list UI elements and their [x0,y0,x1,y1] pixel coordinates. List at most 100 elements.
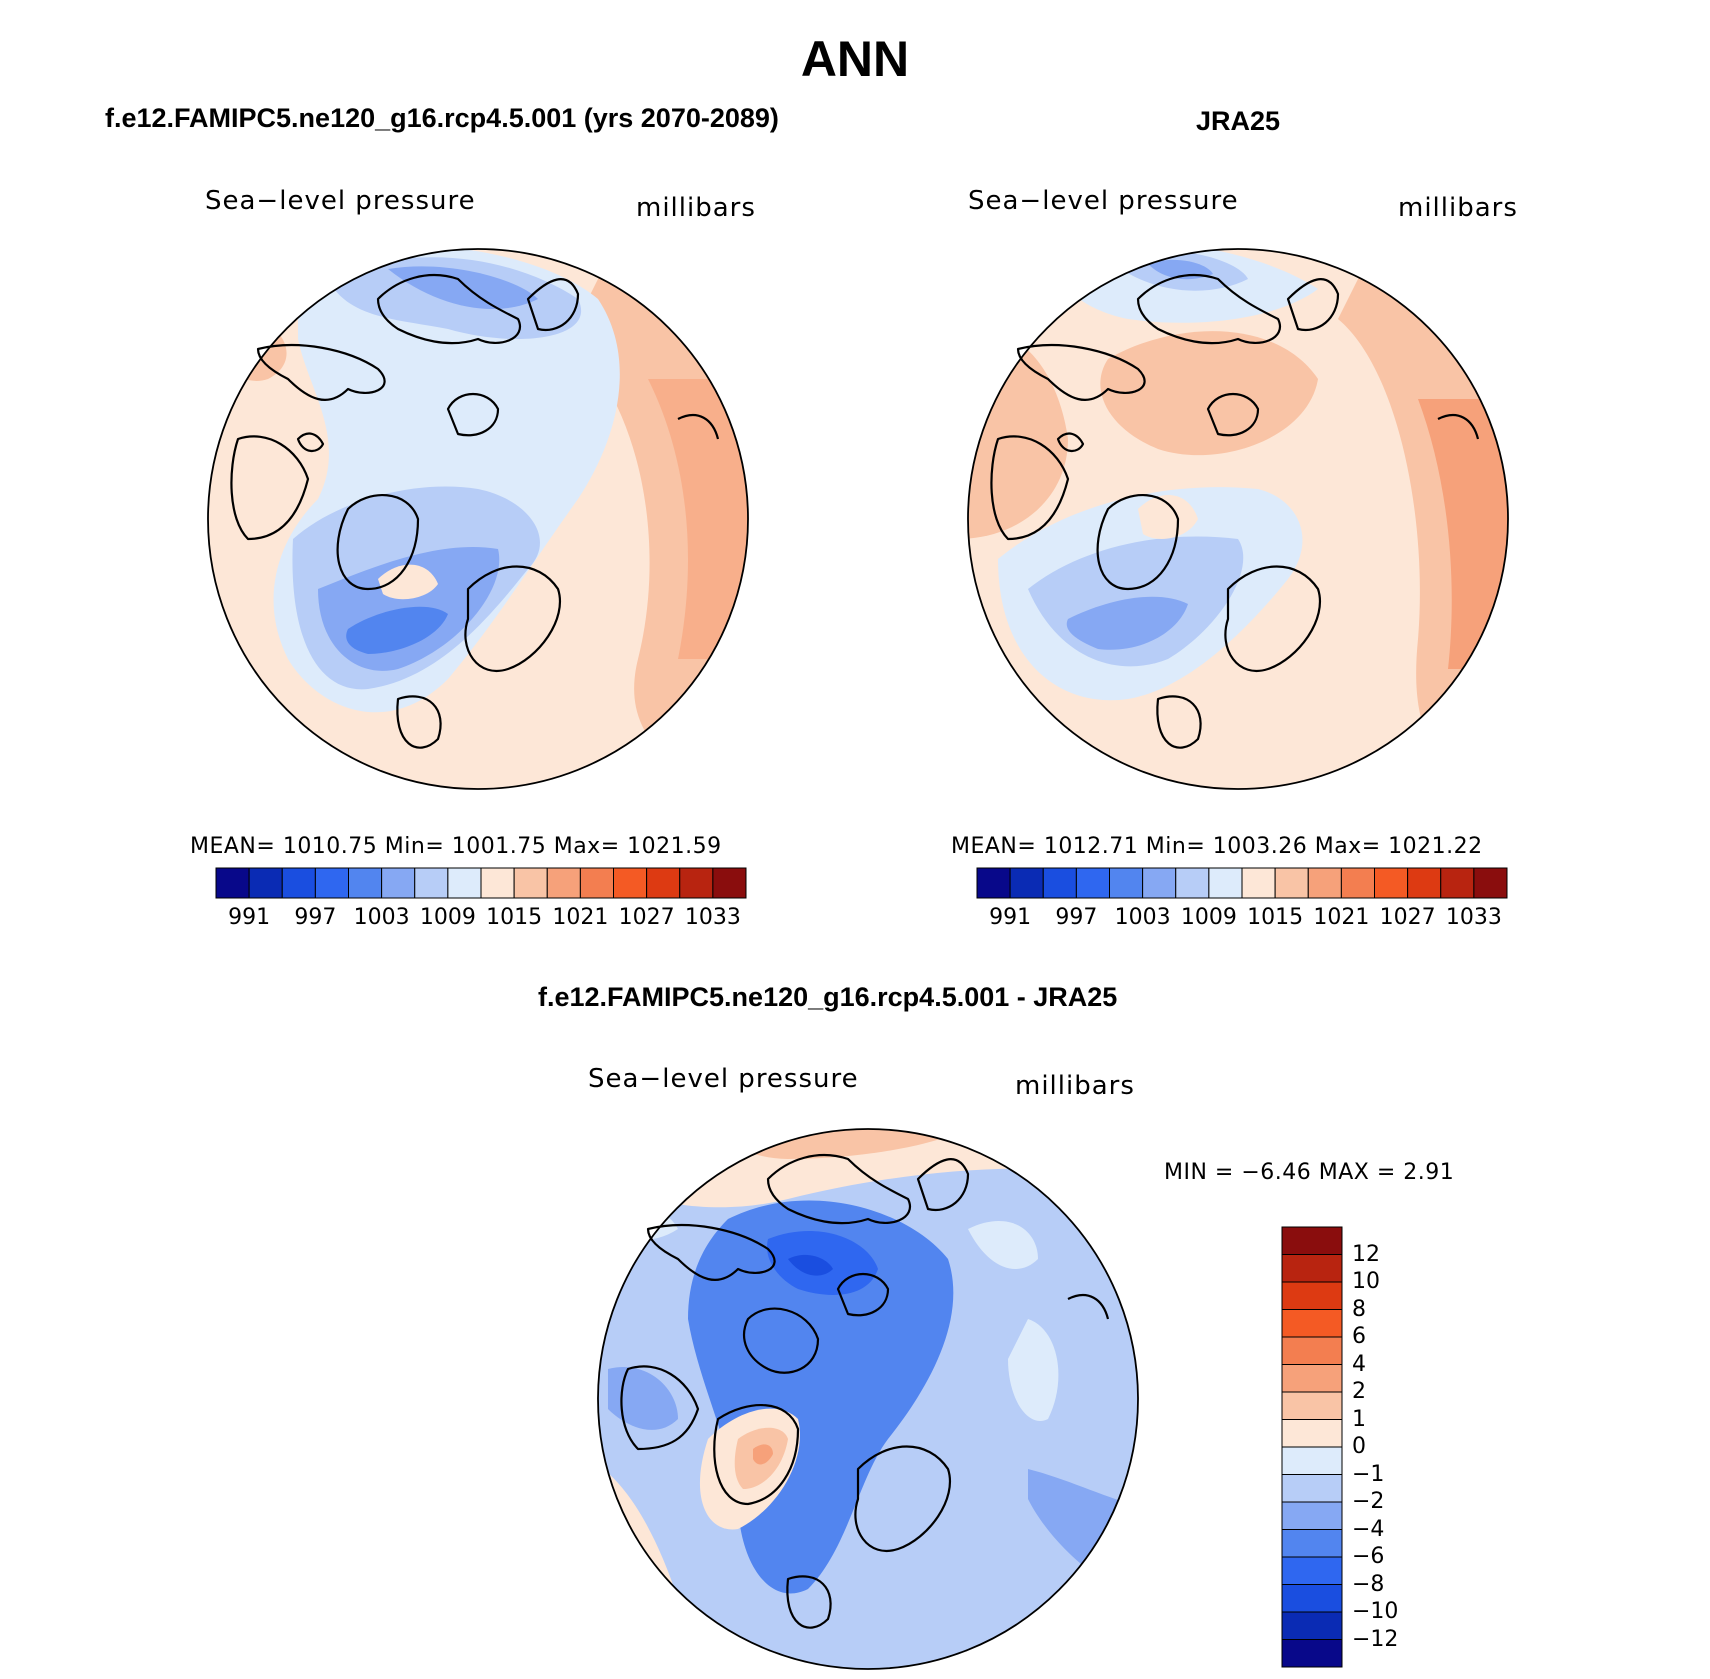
diff-colorbar-swatch [1281,1336,1343,1365]
obs-colorbar-swatch [1208,867,1243,899]
diff-colorbar-swatch [1281,1584,1343,1613]
obs-variable-label: Sea−level pressure [968,186,1239,216]
diff-colorbar-tick-label: −12 [1352,1626,1399,1652]
diff-colorbar-tick-label: 12 [1352,1241,1380,1267]
diff-variable-label: Sea−level pressure [588,1064,859,1094]
model-colorbar-swatch [248,867,283,899]
model-colorbar-tick-label: 1027 [618,905,675,930]
diff-stats: MIN = −6.46 MAX = 2.91 [1164,1160,1455,1185]
model-colorbar-tick-label: 1015 [486,905,543,930]
obs-colorbar-swatch [1142,867,1177,899]
obs-panel-title: JRA25 [1196,106,1281,136]
diff-colorbar-tick-label: 4 [1352,1351,1366,1377]
obs-colorbar-tick-label: 1021 [1313,905,1370,930]
diff-colorbar-swatch [1281,1446,1343,1475]
model-colorbar-tick-label: 991 [228,905,271,930]
diff-colorbar-tick-label: −1 [1352,1461,1385,1487]
obs-polar-map [967,248,1509,790]
model-colorbar-swatch [414,867,449,899]
model-colorbar-tick-label: 1021 [552,905,609,930]
obs-colorbar-swatch [1274,867,1309,899]
obs-colorbar-swatch [1075,867,1110,899]
diff-colorbar-labels: 12 10 8 6 4 2 1 0 −1 −2 −4 −6 −8 −10 −12 [1352,1227,1412,1667]
diff-colorbar-swatch [1281,1419,1343,1448]
diff-colorbar-swatch [1281,1611,1343,1640]
obs-colorbar-swatch [1407,867,1442,899]
diff-colorbar-swatch [1281,1364,1343,1393]
obs-colorbar-tick-label: 1027 [1379,905,1436,930]
model-colorbar-swatch [679,867,714,899]
obs-colorbar-tick-label: 997 [1055,905,1098,930]
model-colorbar-swatch [381,867,416,899]
diff-polar-map [597,1128,1139,1670]
model-colorbar-swatch [281,867,316,899]
model-colorbar-swatch [646,867,681,899]
model-colorbar-tick-label: 1009 [419,905,476,930]
obs-colorbar-tick-label: 1003 [1114,905,1171,930]
obs-colorbar-swatch [1307,867,1342,899]
model-variable-label: Sea−level pressure [205,186,476,216]
model-colorbar-swatch [348,867,383,899]
model-colorbar-swatch [712,867,747,899]
diff-colorbar [1281,1226,1343,1668]
model-colorbar-tick-label: 997 [294,905,337,930]
model-colorbar-tick-label: 1033 [684,905,741,930]
model-units-label: millibars [636,193,756,223]
obs-colorbar-tick-label: 1009 [1180,905,1237,930]
obs-colorbar [976,867,1508,899]
diff-colorbar-swatch [1281,1639,1343,1668]
obs-colorbar-tick-label: 1033 [1445,905,1502,930]
diff-colorbar-tick-label: 10 [1352,1269,1380,1294]
diff-colorbar-tick-label: −2 [1352,1489,1385,1514]
diff-colorbar-tick-label: 1 [1352,1406,1366,1432]
obs-colorbar-swatch [1009,867,1044,899]
model-colorbar-swatch [215,867,250,899]
figure-title: ANN [800,31,910,87]
diff-units-label: millibars [1015,1071,1135,1101]
diff-colorbar-tick-label: −6 [1352,1544,1385,1569]
obs-colorbar-swatch [1175,867,1210,899]
diff-colorbar-tick-label: −8 [1352,1571,1385,1597]
diff-colorbar-swatch [1281,1281,1343,1310]
diff-colorbar-swatch [1281,1474,1343,1503]
diff-colorbar-swatch [1281,1226,1343,1255]
model-colorbar-swatch [314,867,349,899]
obs-colorbar-swatch [1440,867,1475,899]
model-stats: MEAN= 1010.75 Min= 1001.75 Max= 1021.59 [190,834,722,859]
obs-colorbar-swatch [976,867,1011,899]
diff-colorbar-swatch [1281,1391,1343,1420]
diff-colorbar-tick-label: 8 [1352,1296,1366,1322]
diff-colorbar-tick-label: 0 [1352,1434,1366,1459]
model-polar-map [207,248,749,790]
diff-colorbar-tick-label: −10 [1352,1599,1399,1624]
obs-stats: MEAN= 1012.71 Min= 1003.26 Max= 1021.22 [951,834,1483,859]
obs-colorbar-labels: 991 997 1003 1009 1015 1021 1027 1033 [977,905,1507,935]
model-colorbar-swatch [447,867,482,899]
model-colorbar-labels: 991 997 1003 1009 1015 1021 1027 1033 [216,905,746,935]
diff-colorbar-swatch [1281,1529,1343,1558]
model-colorbar [215,867,747,899]
diff-panel-title: f.e12.FAMIPC5.ne120_g16.rcp4.5.001 - JRA… [538,982,1118,1012]
diff-colorbar-swatch [1281,1254,1343,1283]
diff-colorbar-swatch [1281,1309,1343,1338]
model-colorbar-swatch [546,867,581,899]
model-colorbar-swatch [480,867,515,899]
obs-colorbar-tick-label: 1015 [1247,905,1304,930]
model-colorbar-swatch [613,867,648,899]
obs-colorbar-swatch [1340,867,1375,899]
diff-colorbar-swatch [1281,1501,1343,1530]
obs-colorbar-swatch [1473,867,1508,899]
obs-colorbar-swatch [1042,867,1077,899]
obs-colorbar-swatch [1109,867,1144,899]
obs-colorbar-swatch [1374,867,1409,899]
model-colorbar-swatch [513,867,548,899]
obs-colorbar-swatch [1241,867,1276,899]
diff-colorbar-tick-label: 6 [1352,1324,1366,1349]
obs-units-label: millibars [1398,193,1518,223]
diff-colorbar-swatch [1281,1556,1343,1585]
obs-colorbar-tick-label: 991 [989,905,1032,930]
diff-colorbar-tick-label: 2 [1352,1379,1366,1404]
model-colorbar-swatch [579,867,614,899]
model-colorbar-tick-label: 1003 [353,905,410,930]
diff-colorbar-tick-label: −4 [1352,1516,1385,1542]
